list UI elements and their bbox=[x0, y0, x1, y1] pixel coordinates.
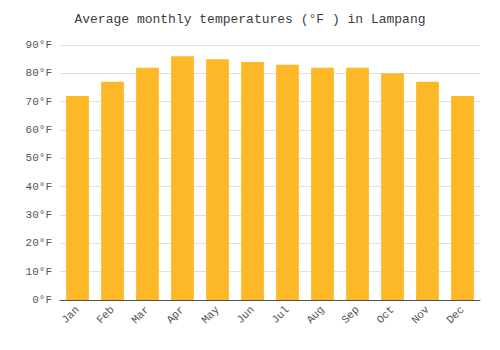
svg-text:Average monthly temperatures (: Average monthly temperatures (°F ) in La… bbox=[74, 12, 425, 27]
svg-text:90°F: 90°F bbox=[26, 39, 52, 51]
svg-text:80°F: 80°F bbox=[26, 67, 52, 79]
svg-text:30°F: 30°F bbox=[26, 209, 52, 221]
svg-text:20°F: 20°F bbox=[26, 237, 52, 249]
svg-text:50°F: 50°F bbox=[26, 152, 52, 164]
svg-text:60°F: 60°F bbox=[26, 124, 52, 136]
svg-text:10°F: 10°F bbox=[26, 266, 52, 278]
svg-text:May: May bbox=[199, 303, 222, 326]
svg-text:0°F: 0°F bbox=[32, 294, 52, 306]
svg-text:Jul: Jul bbox=[269, 304, 291, 326]
svg-text:Oct: Oct bbox=[374, 304, 396, 326]
svg-text:Sep: Sep bbox=[339, 304, 361, 326]
svg-text:Nov: Nov bbox=[409, 303, 432, 326]
svg-text:Dec: Dec bbox=[444, 304, 466, 326]
svg-text:Mar: Mar bbox=[129, 304, 151, 326]
svg-text:70°F: 70°F bbox=[26, 96, 52, 108]
svg-text:Apr: Apr bbox=[164, 304, 186, 326]
svg-text:Jun: Jun bbox=[234, 304, 256, 326]
svg-text:Aug: Aug bbox=[304, 304, 326, 326]
svg-text:Jan: Jan bbox=[59, 304, 81, 326]
svg-text:40°F: 40°F bbox=[26, 181, 52, 193]
svg-text:Feb: Feb bbox=[94, 304, 116, 326]
